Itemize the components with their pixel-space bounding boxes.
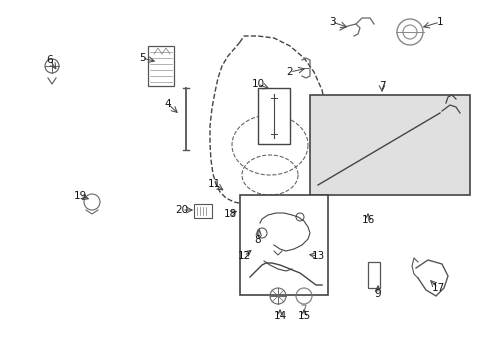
Text: 6: 6 <box>46 55 53 65</box>
Text: 9: 9 <box>374 289 381 299</box>
Text: 18: 18 <box>223 209 236 219</box>
Bar <box>258 88 289 144</box>
Text: 19: 19 <box>73 191 86 201</box>
Text: 5: 5 <box>139 53 145 63</box>
Text: 15: 15 <box>297 311 310 321</box>
Text: 10: 10 <box>251 79 264 89</box>
Text: 11: 11 <box>207 179 220 189</box>
Bar <box>194 204 212 218</box>
Text: 3: 3 <box>328 17 335 27</box>
Text: 4: 4 <box>164 99 171 109</box>
Text: 20: 20 <box>175 205 188 215</box>
Bar <box>309 95 469 195</box>
Text: 1: 1 <box>436 17 443 27</box>
Text: 12: 12 <box>237 251 250 261</box>
Text: 2: 2 <box>286 67 293 77</box>
Text: 17: 17 <box>430 283 444 293</box>
Bar <box>240 195 327 295</box>
Text: 14: 14 <box>273 311 286 321</box>
Text: 7: 7 <box>378 81 385 91</box>
Text: 8: 8 <box>254 235 261 245</box>
Bar <box>148 46 174 86</box>
Bar <box>367 262 379 288</box>
Text: 16: 16 <box>361 215 374 225</box>
Text: 13: 13 <box>311 251 324 261</box>
